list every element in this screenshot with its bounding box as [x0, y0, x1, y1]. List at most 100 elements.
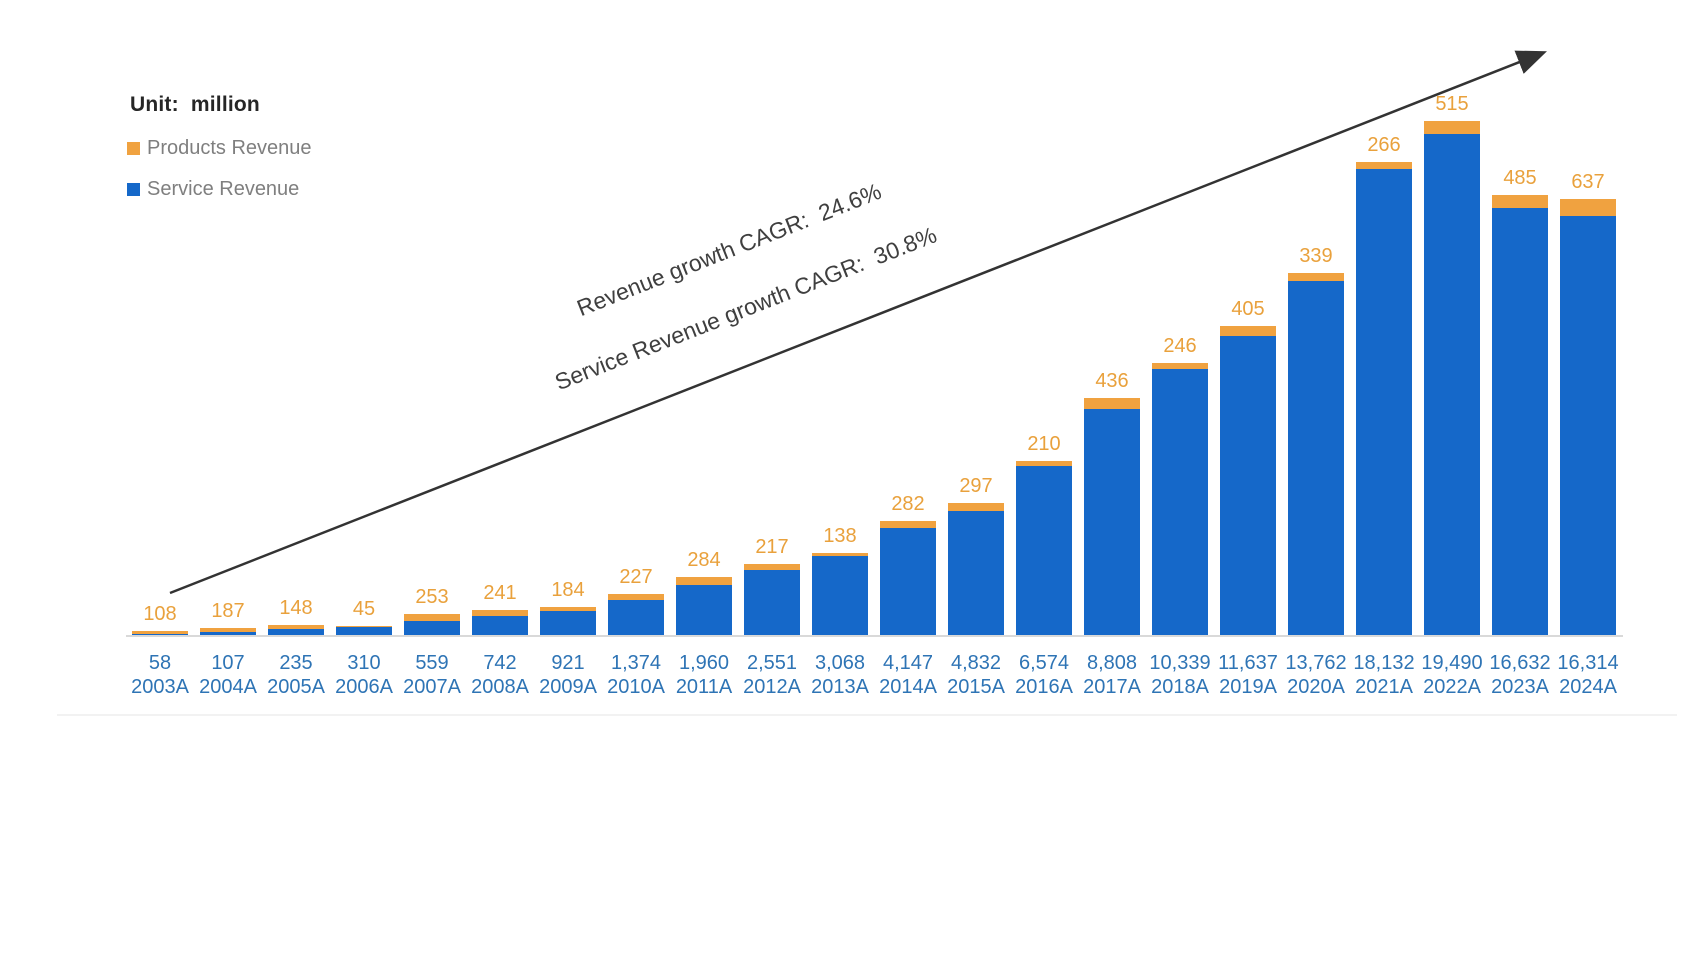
- x-label-2018A: 10,339 2018A: [1146, 652, 1214, 698]
- service-revenue-value-2023A: 16,632: [1489, 652, 1551, 674]
- bar-column-2024A: 637: [1554, 171, 1622, 635]
- bar-2009A-products: [540, 606, 596, 612]
- legend-item-service-revenue: Service Revenue: [127, 178, 299, 201]
- bar-column-2015A: 297: [942, 475, 1010, 635]
- products-revenue-label-2008A: 241: [483, 581, 517, 604]
- bar-2011A-service: [676, 584, 732, 635]
- service-revenue-value-2005A: 235: [279, 652, 313, 674]
- year-label-2006A: 2006A: [335, 676, 393, 698]
- x-label-2014A: 4,147 2014A: [874, 652, 942, 698]
- products-revenue-label-2005A: 148: [279, 597, 313, 620]
- bar-2017A-service: [1084, 408, 1140, 635]
- service-revenue-value-2003A: 58: [148, 652, 172, 674]
- products-revenue-label-2013A: 138: [823, 524, 857, 547]
- bar-2016A-products: [1016, 460, 1072, 467]
- bar-column-2020A: 339: [1282, 245, 1350, 635]
- bar-2010A-products: [608, 593, 664, 600]
- bar-2005A-service: [268, 629, 324, 635]
- service-revenue-value-2021A: 18,132: [1353, 652, 1415, 674]
- unit-label: Unit: million: [130, 93, 260, 116]
- bar-column-2003A: 108: [126, 603, 194, 635]
- bar-2016A-service: [1016, 466, 1072, 635]
- products-revenue-label-2018A: 246: [1163, 335, 1197, 358]
- x-label-2016A: 6,574 2016A: [1010, 652, 1078, 698]
- x-label-2004A: 107 2004A: [194, 652, 262, 698]
- bar-column-2021A: 266: [1350, 134, 1418, 635]
- year-label-2024A: 2024A: [1559, 676, 1617, 698]
- revenue-cagr-annotation: Revenue growth CAGR: 24.6%: [573, 177, 885, 322]
- year-label-2003A: 2003A: [131, 676, 189, 698]
- products-revenue-label-2014A: 282: [891, 493, 925, 516]
- bar-2017A-products: [1084, 397, 1140, 409]
- bar-column-2019A: 405: [1214, 298, 1282, 635]
- service-revenue-value-2013A: 3,068: [814, 652, 866, 674]
- service-revenue-value-2020A: 13,762: [1285, 652, 1347, 674]
- year-label-2007A: 2007A: [403, 676, 461, 698]
- x-axis-baseline: [126, 635, 1623, 637]
- year-label-2021A: 2021A: [1355, 676, 1413, 698]
- year-label-2013A: 2013A: [811, 676, 869, 698]
- products-revenue-label-2011A: 284: [687, 549, 721, 572]
- year-label-2012A: 2012A: [743, 676, 801, 698]
- bar-2015A-products: [948, 503, 1004, 511]
- bar-column-2018A: 246: [1146, 335, 1214, 635]
- x-label-2019A: 11,637 2019A: [1214, 652, 1282, 698]
- bar-2021A-products: [1356, 162, 1412, 170]
- bar-column-2006A: 45: [330, 598, 398, 635]
- year-label-2008A: 2008A: [471, 676, 529, 698]
- bar-2010A-service: [608, 599, 664, 635]
- products-revenue-label-2017A: 436: [1095, 369, 1129, 392]
- x-label-2006A: 310 2006A: [330, 652, 398, 698]
- bar-2024A-products: [1560, 199, 1616, 216]
- bar-2006A-service: [336, 627, 392, 635]
- x-label-2020A: 13,762 2020A: [1282, 652, 1350, 698]
- bar-2008A-products: [472, 609, 528, 616]
- products-revenue-label-2006A: 45: [352, 597, 376, 620]
- year-label-2004A: 2004A: [199, 676, 257, 698]
- bar-2003A-products: [132, 630, 188, 634]
- lower-rule-line: [57, 714, 1677, 716]
- products-revenue-label-2010A: 227: [619, 565, 653, 588]
- bar-column-2005A: 148: [262, 597, 330, 635]
- bar-2019A-products: [1220, 325, 1276, 336]
- year-label-2017A: 2017A: [1083, 676, 1141, 698]
- bar-2018A-service: [1152, 369, 1208, 635]
- bar-2005A-products: [268, 625, 324, 629]
- service-revenue-swatch-icon: [127, 183, 140, 196]
- bar-2019A-service: [1220, 336, 1276, 635]
- products-revenue-label-2020A: 339: [1299, 244, 1333, 267]
- bar-2018A-products: [1152, 363, 1208, 370]
- bar-2021A-service: [1356, 169, 1412, 635]
- year-label-2020A: 2020A: [1287, 676, 1345, 698]
- x-label-2012A: 2,551 2012A: [738, 652, 806, 698]
- bar-2020A-service: [1288, 281, 1344, 635]
- bar-column-2008A: 241: [466, 582, 534, 635]
- x-label-2009A: 921 2009A: [534, 652, 602, 698]
- service-revenue-value-2018A: 10,339: [1149, 652, 1211, 674]
- bar-2011A-products: [676, 577, 732, 585]
- service-revenue-value-2006A: 310: [347, 652, 381, 674]
- legend-label-products-revenue: Products Revenue: [147, 137, 312, 159]
- x-label-2011A: 1,960 2011A: [670, 652, 738, 698]
- x-label-2015A: 4,832 2015A: [942, 652, 1010, 698]
- x-label-2022A: 19,490 2022A: [1418, 652, 1486, 698]
- service-revenue-value-2007A: 559: [415, 652, 449, 674]
- service-revenue-value-2024A: 16,314: [1557, 652, 1619, 674]
- bar-2023A-service: [1492, 207, 1548, 635]
- year-label-2010A: 2010A: [607, 676, 665, 698]
- year-label-2005A: 2005A: [267, 676, 325, 698]
- products-revenue-label-2016A: 210: [1027, 432, 1061, 455]
- x-label-2013A: 3,068 2013A: [806, 652, 874, 698]
- bar-column-2004A: 187: [194, 600, 262, 635]
- products-revenue-label-2021A: 266: [1367, 134, 1401, 157]
- bar-2022A-products: [1424, 121, 1480, 135]
- bar-2013A-products: [812, 552, 868, 557]
- bar-2012A-service: [744, 569, 800, 635]
- year-label-2011A: 2011A: [675, 676, 733, 698]
- bar-2007A-service: [404, 620, 460, 635]
- bar-2009A-service: [540, 611, 596, 635]
- bar-column-2016A: 210: [1010, 433, 1078, 635]
- bar-2014A-products: [880, 521, 936, 529]
- products-revenue-swatch-icon: [127, 142, 140, 155]
- bar-2023A-products: [1492, 195, 1548, 208]
